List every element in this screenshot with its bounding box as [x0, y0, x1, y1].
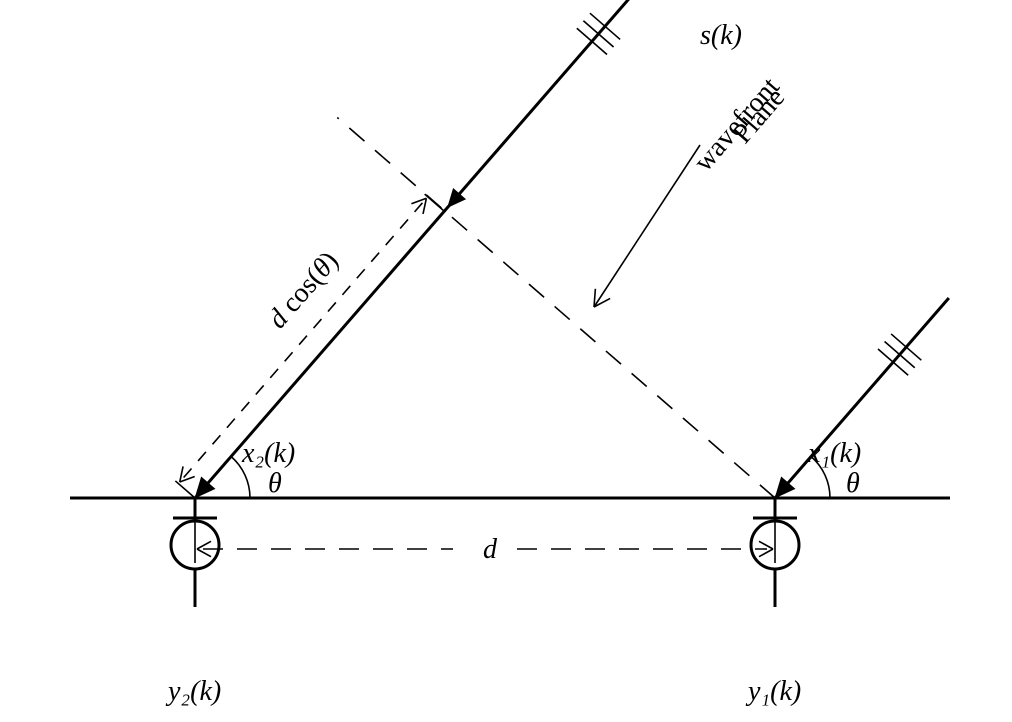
- label-s: s(k): [700, 20, 742, 51]
- propagation-arrow: [594, 145, 700, 307]
- label-d: d: [483, 534, 498, 565]
- wave-ticks-lower: [878, 334, 921, 375]
- label-theta1: θ: [846, 468, 860, 499]
- label-x2: x₂(k): [241, 438, 295, 469]
- wave-ticks-upper: [577, 13, 620, 54]
- dcos-dimension: [184, 203, 423, 478]
- label-y1: y₁(k): [745, 676, 801, 707]
- label-y2: y₂(k): [165, 676, 221, 707]
- label-dcos: d cos(θ): [262, 246, 345, 335]
- ray-to-x2: [195, 0, 687, 498]
- ray-to-x1: [775, 298, 949, 498]
- label-x1: x₁(k): [807, 438, 861, 469]
- label-theta2: θ: [268, 468, 282, 499]
